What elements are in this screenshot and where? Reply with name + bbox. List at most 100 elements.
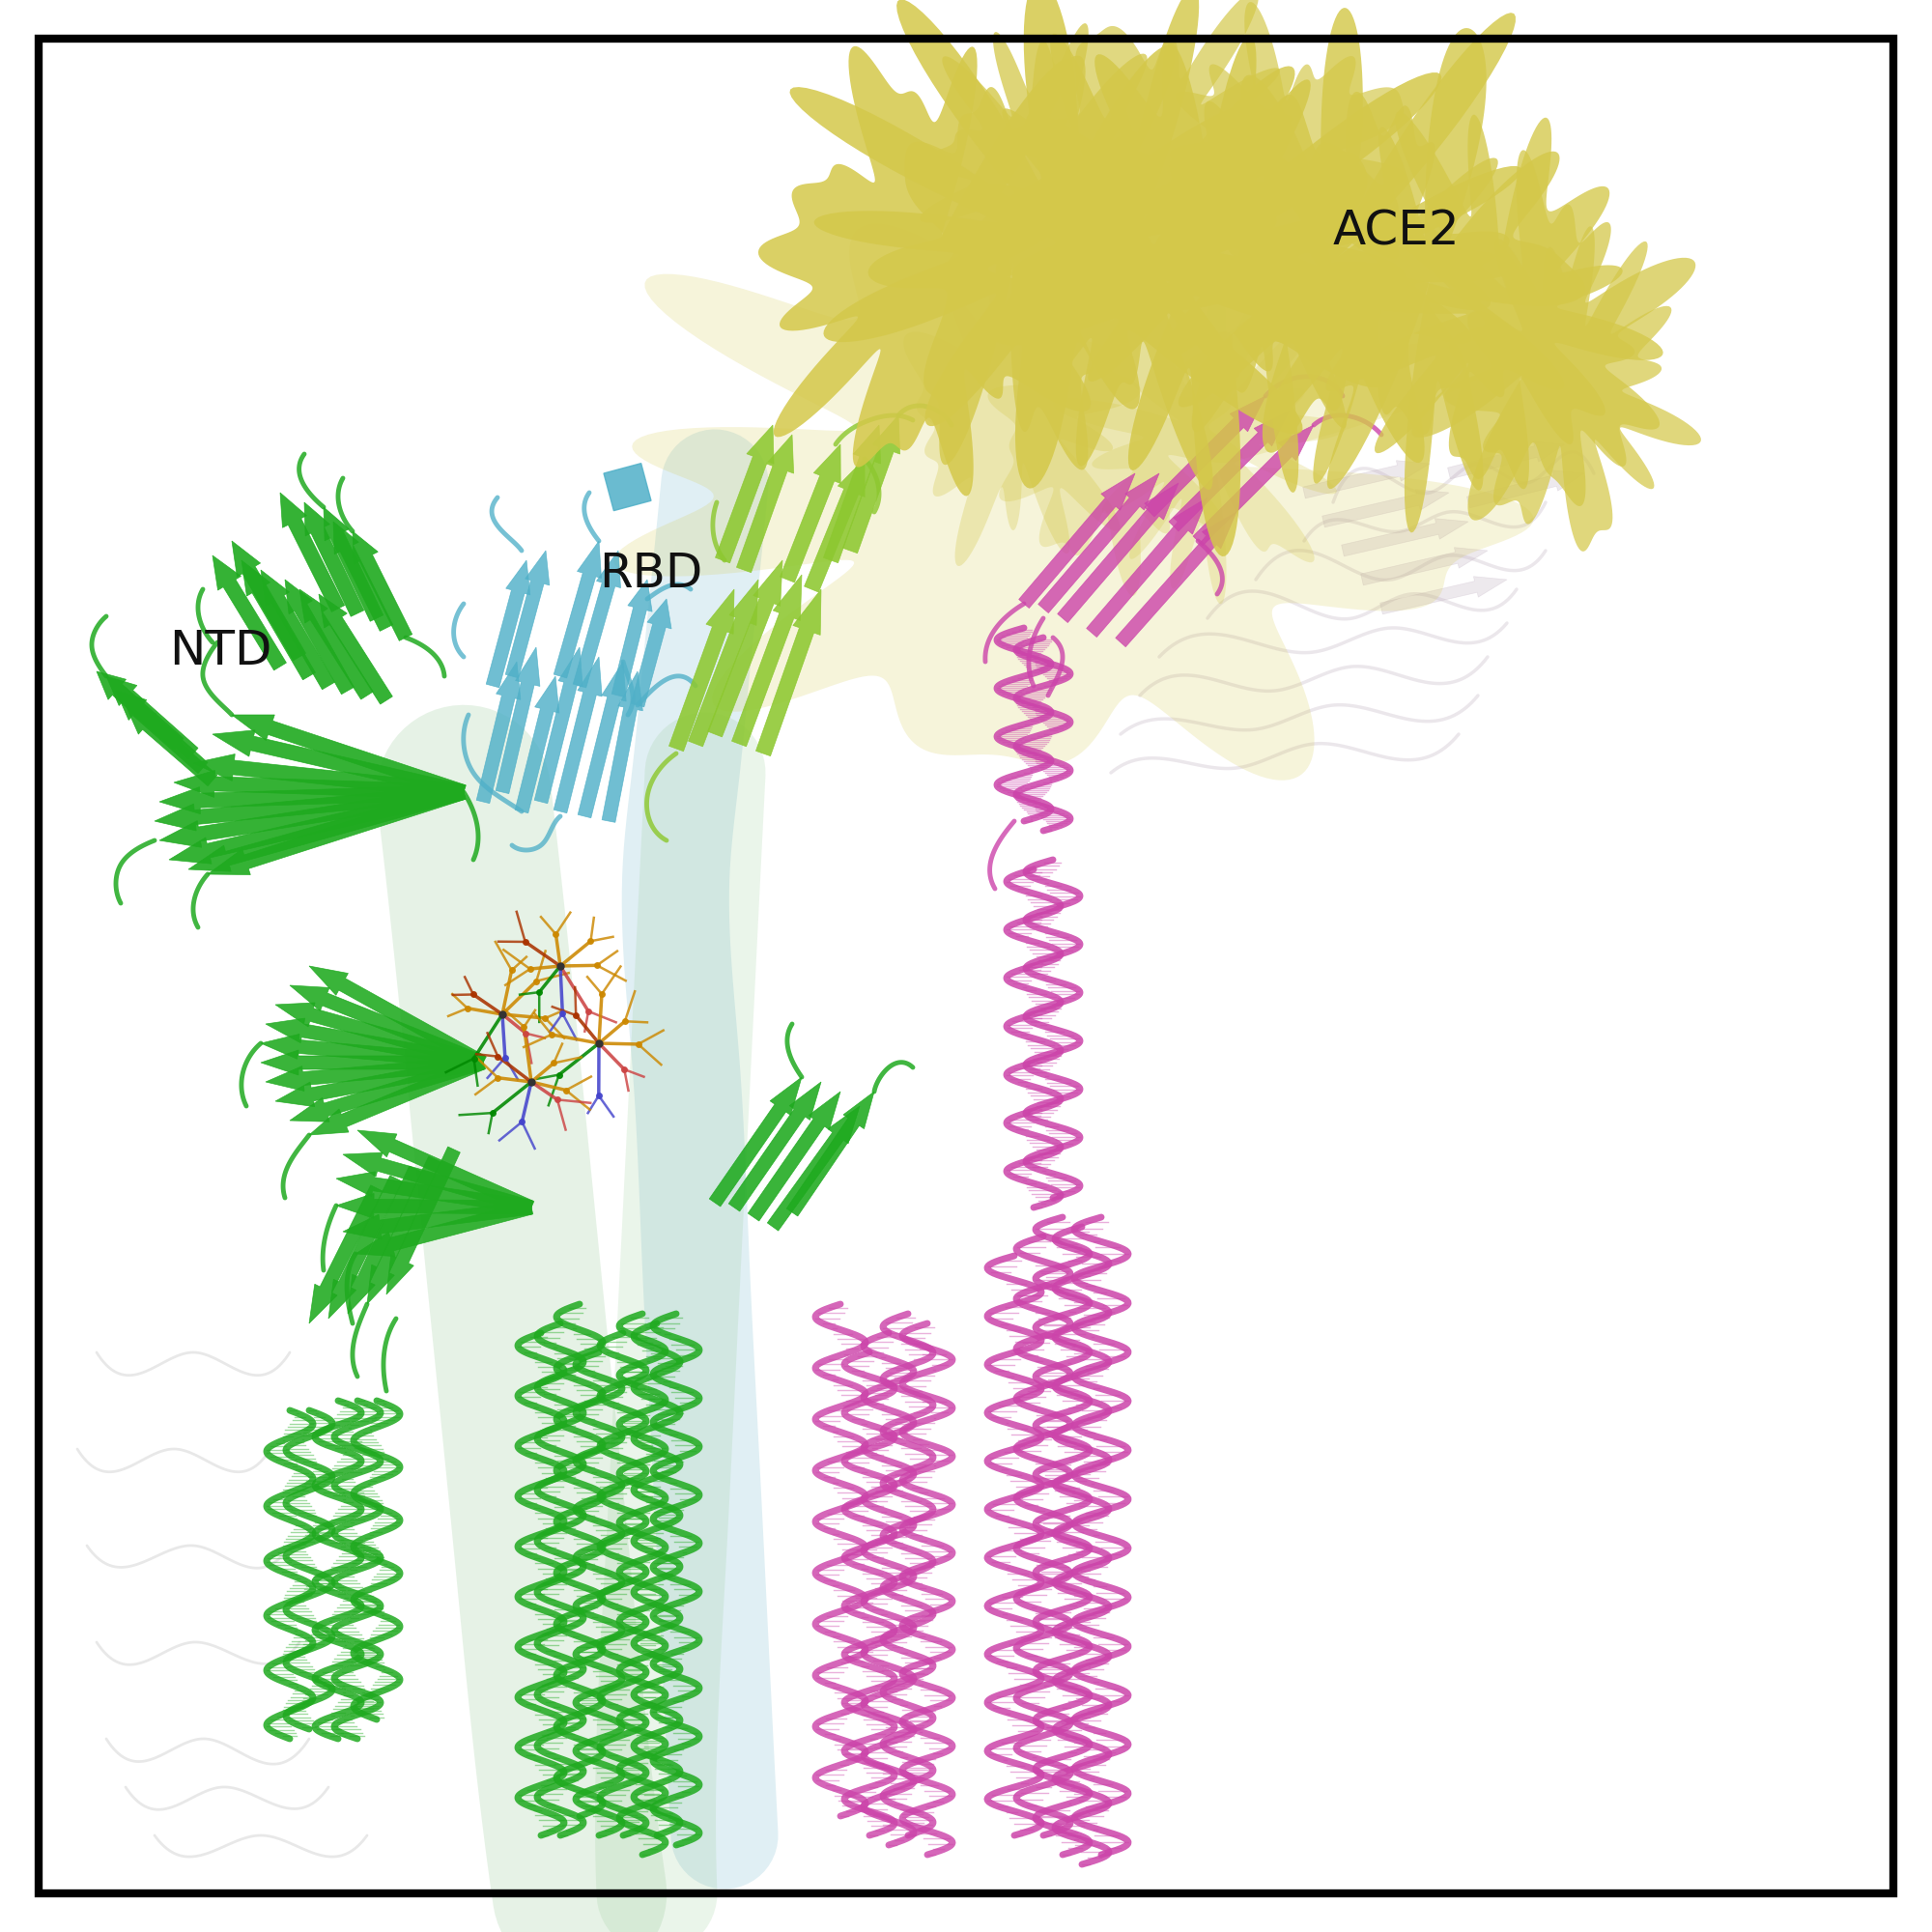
Polygon shape (267, 1057, 483, 1092)
Polygon shape (506, 551, 549, 678)
Polygon shape (993, 37, 1441, 556)
Polygon shape (757, 46, 1122, 497)
Polygon shape (158, 784, 464, 813)
Polygon shape (477, 661, 520, 804)
Polygon shape (1115, 512, 1236, 647)
Polygon shape (290, 985, 485, 1068)
Polygon shape (126, 705, 216, 786)
Polygon shape (290, 1057, 485, 1122)
Polygon shape (516, 676, 558, 813)
Polygon shape (554, 541, 601, 678)
Polygon shape (276, 1057, 485, 1107)
Polygon shape (1140, 8, 1520, 464)
Polygon shape (276, 1003, 485, 1068)
Polygon shape (348, 1167, 421, 1314)
Polygon shape (987, 278, 1242, 595)
Polygon shape (603, 672, 643, 823)
Polygon shape (1146, 396, 1265, 516)
Polygon shape (1053, 276, 1347, 605)
Polygon shape (357, 1130, 533, 1213)
Polygon shape (786, 1092, 873, 1215)
Polygon shape (344, 1202, 531, 1238)
Text: NTD: NTD (170, 628, 272, 674)
Polygon shape (367, 1157, 440, 1304)
Polygon shape (232, 715, 466, 800)
Polygon shape (1227, 91, 1509, 483)
Polygon shape (1169, 412, 1291, 531)
Polygon shape (497, 647, 539, 794)
Bar (603, 464, 651, 510)
Polygon shape (976, 0, 1294, 489)
Polygon shape (707, 560, 782, 736)
Polygon shape (1445, 226, 1700, 551)
Polygon shape (158, 784, 466, 848)
Text: ACE2: ACE2 (1333, 207, 1461, 253)
Polygon shape (319, 595, 392, 705)
Polygon shape (632, 599, 672, 707)
Polygon shape (1086, 497, 1208, 638)
Polygon shape (309, 1057, 485, 1134)
Polygon shape (386, 1148, 460, 1294)
Polygon shape (193, 753, 464, 800)
Polygon shape (232, 541, 305, 661)
Polygon shape (867, 56, 1175, 469)
Polygon shape (1447, 440, 1565, 479)
Polygon shape (614, 133, 1534, 781)
Polygon shape (242, 560, 315, 680)
Polygon shape (1037, 473, 1159, 612)
Polygon shape (732, 576, 802, 746)
Polygon shape (755, 589, 821, 755)
Polygon shape (280, 493, 344, 612)
Polygon shape (155, 784, 464, 831)
Polygon shape (767, 1105, 860, 1231)
Polygon shape (336, 1171, 533, 1213)
Polygon shape (1360, 547, 1488, 585)
Polygon shape (904, 232, 1140, 566)
Polygon shape (170, 784, 466, 864)
Polygon shape (305, 502, 363, 616)
Polygon shape (1005, 0, 1293, 284)
Polygon shape (261, 570, 334, 690)
Polygon shape (325, 506, 383, 622)
Polygon shape (487, 560, 529, 688)
Polygon shape (286, 580, 354, 694)
Polygon shape (97, 672, 184, 750)
Polygon shape (748, 1092, 840, 1221)
Polygon shape (174, 771, 464, 800)
Polygon shape (823, 425, 881, 562)
Polygon shape (352, 531, 412, 641)
Polygon shape (213, 730, 466, 800)
Polygon shape (736, 435, 794, 572)
Polygon shape (336, 1194, 531, 1219)
Polygon shape (781, 444, 840, 582)
Polygon shape (842, 415, 900, 553)
Polygon shape (1136, 2, 1406, 313)
Polygon shape (709, 1078, 802, 1206)
Polygon shape (1018, 473, 1136, 609)
Polygon shape (328, 1175, 402, 1318)
Polygon shape (728, 1082, 821, 1211)
Polygon shape (334, 522, 392, 632)
Polygon shape (554, 657, 603, 813)
Polygon shape (804, 458, 866, 593)
Polygon shape (309, 966, 487, 1068)
Polygon shape (1302, 460, 1430, 498)
Polygon shape (189, 784, 466, 871)
Polygon shape (688, 580, 757, 746)
Polygon shape (209, 784, 466, 875)
Polygon shape (1379, 576, 1507, 614)
Polygon shape (344, 1153, 533, 1213)
Polygon shape (1150, 95, 1406, 493)
Polygon shape (668, 589, 734, 752)
Polygon shape (1466, 469, 1584, 508)
Polygon shape (1273, 29, 1586, 533)
Polygon shape (1057, 483, 1179, 622)
Polygon shape (920, 23, 1155, 317)
Polygon shape (535, 647, 583, 804)
Text: RBD: RBD (599, 551, 703, 597)
Polygon shape (1194, 425, 1314, 545)
Polygon shape (1298, 112, 1663, 489)
Polygon shape (790, 0, 1354, 489)
Polygon shape (106, 676, 197, 759)
Polygon shape (261, 1034, 483, 1068)
